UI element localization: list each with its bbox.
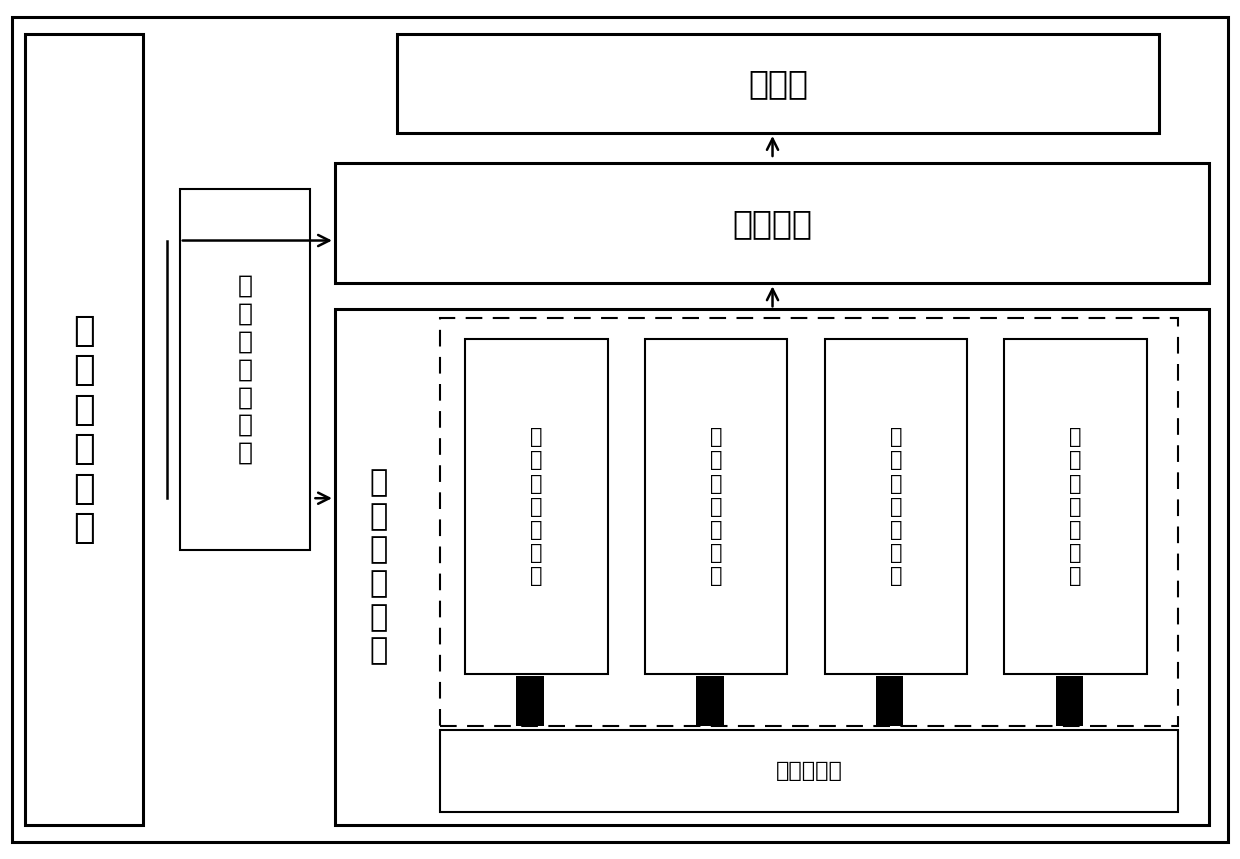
Text: 支
撑
与
定
位
模
块: 支 撑 与 定 位 模 块: [529, 427, 543, 587]
Bar: [1004, 339, 1147, 674]
Bar: [440, 318, 1178, 726]
Bar: [645, 339, 787, 674]
Bar: [465, 339, 608, 674]
Text: 组
合
夹
具
系
统: 组 合 夹 具 系 统: [370, 468, 387, 666]
Text: 支
撑
与
定
位
模
块: 支 撑 与 定 位 模 块: [709, 427, 723, 587]
Bar: [697, 676, 724, 726]
Bar: [875, 676, 903, 726]
Bar: [335, 309, 1209, 825]
Bar: [1056, 676, 1084, 726]
Text: 支
撑
与
定
位
模
块: 支 撑 与 定 位 模 块: [889, 427, 903, 587]
Text: 随形接口: 随形接口: [732, 207, 812, 240]
Bar: [440, 730, 1178, 812]
Bar: [25, 34, 143, 825]
Bar: [516, 676, 543, 726]
Text: 装配体: 装配体: [748, 67, 808, 101]
Text: 激
光
测
量
系
统: 激 光 测 量 系 统: [73, 314, 94, 545]
Text: 快
速
调
整
与
校
合: 快 速 调 整 与 校 合: [237, 274, 253, 465]
Bar: [335, 163, 1209, 283]
Text: 支
撑
与
定
位
模
块: 支 撑 与 定 位 模 块: [1069, 427, 1083, 587]
Text: 基础板模块: 基础板模块: [776, 761, 842, 781]
Bar: [825, 339, 967, 674]
Bar: [397, 34, 1159, 133]
Bar: [180, 189, 310, 550]
